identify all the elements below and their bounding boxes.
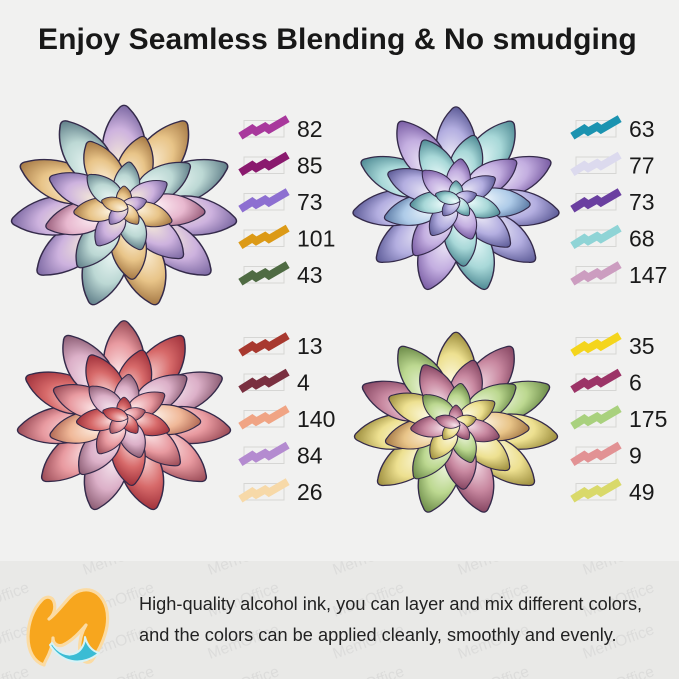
svg-text:140: 140 <box>297 406 335 432</box>
svg-text:43: 43 <box>297 262 323 288</box>
svg-text:MemOffice: MemOffice <box>581 561 657 579</box>
svg-text:101: 101 <box>297 226 335 252</box>
svg-text:35: 35 <box>629 333 655 359</box>
svg-text:49: 49 <box>629 479 655 505</box>
svg-text:82: 82 <box>297 116 323 142</box>
svg-text:9: 9 <box>629 443 642 469</box>
svg-text:13: 13 <box>297 333 323 359</box>
svg-text:MemOffice: MemOffice <box>206 561 282 579</box>
svg-text:MemOffice: MemOffice <box>331 561 407 579</box>
svg-text:MemOffice: MemOffice <box>581 663 657 679</box>
svg-text:63: 63 <box>629 116 655 142</box>
svg-text:4: 4 <box>297 370 310 396</box>
svg-text:147: 147 <box>629 262 667 288</box>
svg-text:MemOffice: MemOffice <box>331 663 407 679</box>
svg-text:26: 26 <box>297 479 323 505</box>
svg-text:73: 73 <box>629 189 655 215</box>
svg-text:68: 68 <box>629 226 655 252</box>
svg-text:77: 77 <box>629 153 655 179</box>
svg-text:MemOffice: MemOffice <box>206 663 282 679</box>
svg-text:6: 6 <box>629 370 642 396</box>
svg-text:73: 73 <box>297 189 323 215</box>
svg-text:84: 84 <box>297 443 323 469</box>
svg-text:MemOffice: MemOffice <box>456 561 532 579</box>
svg-text:MemOffice: MemOffice <box>456 663 532 679</box>
svg-text:175: 175 <box>629 406 667 432</box>
svg-text:85: 85 <box>297 153 323 179</box>
